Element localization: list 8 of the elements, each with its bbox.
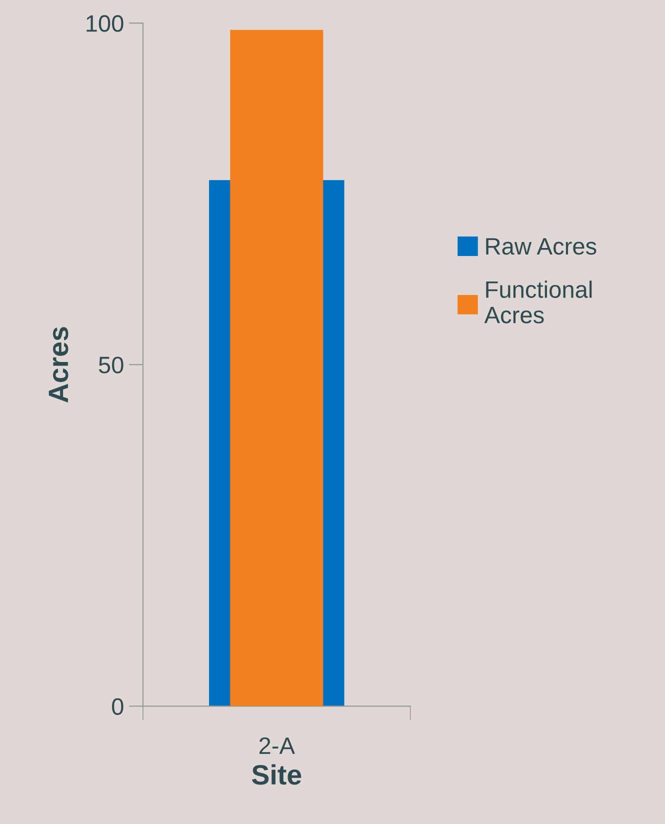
- x-tick-label: 2-A: [259, 737, 295, 754]
- legend-label: Functional Acres: [484, 280, 592, 324]
- y-axis-title: Acres: [48, 327, 68, 403]
- y-tick-label: 100: [86, 15, 124, 32]
- y-tick-label: 50: [98, 356, 124, 374]
- y-tick-label: 0: [112, 698, 124, 715]
- legend-label: Raw Acres: [486, 238, 596, 255]
- x-axis-title: Site: [252, 764, 302, 785]
